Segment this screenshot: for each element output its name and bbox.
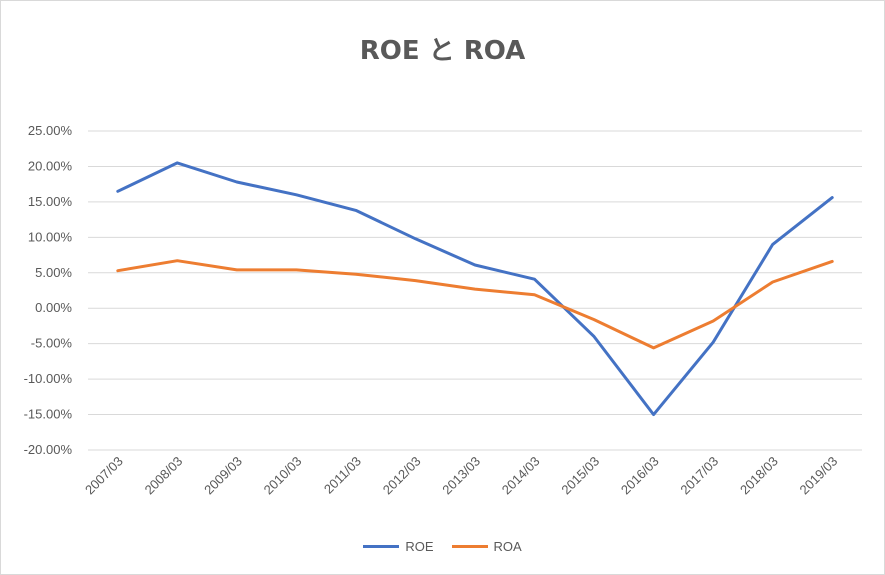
y-tick-label: -5.00% (31, 336, 73, 351)
legend-item-roe: ROE (363, 539, 434, 554)
legend-item-roa: ROA (451, 539, 522, 554)
y-tick-label: -15.00% (24, 407, 73, 422)
x-tick-label: 2008/03 (142, 454, 186, 498)
x-tick-label: 2011/03 (321, 454, 364, 497)
legend-swatch-roe (363, 545, 400, 548)
x-tick-label: 2013/03 (439, 454, 483, 498)
y-tick-label: 25.00% (28, 123, 73, 138)
legend-swatch-roa (451, 545, 488, 548)
x-tick-label: 2007/03 (82, 454, 126, 498)
x-tick-label: 2019/03 (797, 454, 841, 498)
x-axis: 2007/03 2008/03 2009/03 2010/03 2011/03 2012/… (82, 454, 840, 498)
legend-label-roa: ROA (493, 539, 522, 554)
y-tick-label: 0.00% (35, 300, 72, 315)
x-tick-label: 2016/03 (618, 454, 662, 498)
legend-label-roe: ROE (405, 539, 434, 554)
chart-title: ROE と ROA (359, 36, 526, 66)
x-tick-label: 2018/03 (737, 454, 781, 498)
y-axis: 25.00% 20.00% 15.00% 10.00% 5.00% 0.00% -5.00%… (24, 123, 73, 457)
x-tick-label: 2010/03 (261, 454, 305, 498)
y-tick-label: 10.00% (28, 229, 73, 244)
series-line-roe (116, 161, 834, 417)
x-tick-label: 2009/03 (201, 454, 245, 498)
y-tick-label: 15.00% (28, 194, 73, 209)
x-tick-label: 2014/03 (499, 454, 543, 498)
series-line-roa (116, 259, 834, 350)
x-tick-label: 2017/03 (677, 454, 721, 498)
y-tick-label: -20.00% (24, 442, 73, 457)
series-lines (116, 161, 834, 417)
legend: ROE ROA (0, 539, 885, 554)
x-tick-label: 2012/03 (380, 454, 424, 498)
x-tick-label: 2015/03 (558, 454, 602, 498)
y-tick-label: 5.00% (35, 265, 72, 280)
y-tick-label: -10.00% (24, 371, 73, 386)
y-tick-label: 20.00% (28, 158, 73, 173)
